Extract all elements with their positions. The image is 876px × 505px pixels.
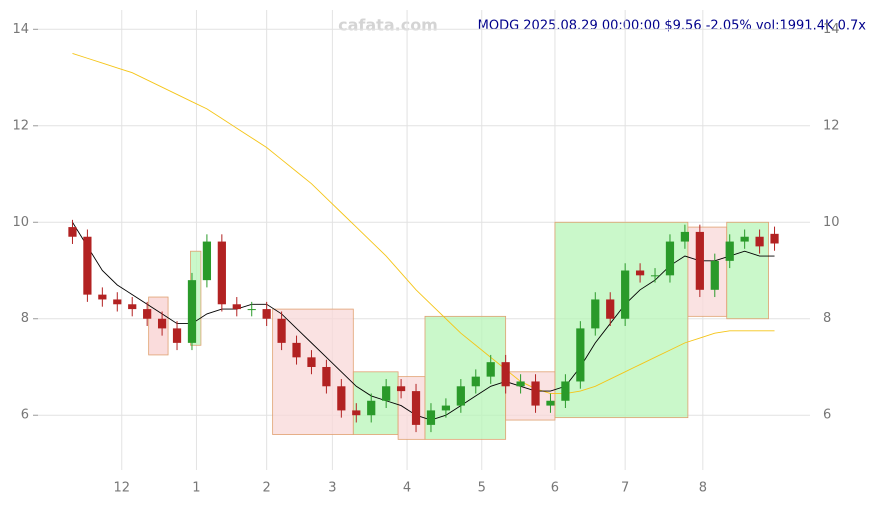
candle-body <box>83 236 92 295</box>
y-tick-label-right: 8 <box>823 311 831 326</box>
candle-body <box>426 410 436 425</box>
candle-body <box>322 366 331 387</box>
candle-body <box>411 391 421 425</box>
y-tick-label: 12 <box>12 118 29 133</box>
candle-body <box>396 386 406 392</box>
candle-body <box>68 227 77 237</box>
candle-body <box>591 299 600 329</box>
candle-body <box>352 410 361 416</box>
candle-body <box>576 328 585 382</box>
candle-body <box>665 241 675 276</box>
candle-body <box>755 236 764 247</box>
x-tick-label: 12 <box>113 481 130 496</box>
zone <box>554 221 689 419</box>
x-tick-label: 4 <box>403 481 411 496</box>
candle-body <box>172 328 182 343</box>
x-tick-label: 1 <box>192 481 200 496</box>
zone <box>505 371 556 421</box>
zone <box>397 376 426 440</box>
candle-body <box>367 400 376 416</box>
candle-body <box>157 318 167 329</box>
zone <box>687 226 728 317</box>
candle-body <box>546 400 555 406</box>
y-tick-label-right: 14 <box>823 22 840 37</box>
candle-body <box>202 241 212 281</box>
candle-body <box>531 381 540 406</box>
x-tick-label: 7 <box>621 481 629 496</box>
zone <box>424 315 507 440</box>
y-tick-label: 6 <box>21 408 29 423</box>
candle-body <box>441 405 451 411</box>
zone <box>352 371 399 435</box>
chart-title: MODG 2025.08.29 00:00:00 $9.56 -2.05% vo… <box>478 19 867 34</box>
candle-body <box>561 381 570 401</box>
y-tick-label: 8 <box>21 311 29 326</box>
candle-body <box>113 299 122 305</box>
candle-body <box>292 342 301 358</box>
x-tick-label: 5 <box>478 481 486 496</box>
candle-body <box>247 309 256 311</box>
candle-body <box>262 309 271 319</box>
candle-body <box>486 362 495 377</box>
candle-body <box>98 294 107 300</box>
candle-body <box>770 233 779 244</box>
candle-body <box>725 241 734 261</box>
candle-body <box>217 241 226 305</box>
candle-body <box>456 386 465 406</box>
zone <box>272 308 354 435</box>
y-tick-label: 14 <box>12 22 29 37</box>
candle-body <box>232 304 241 310</box>
candle-body <box>337 386 346 411</box>
candle-body <box>143 309 152 319</box>
candle-body <box>680 231 690 242</box>
candle-body <box>516 381 525 387</box>
candle-body <box>695 231 704 290</box>
x-tick-label: 8 <box>699 481 707 496</box>
candle-body <box>606 299 615 319</box>
y-tick-label-right: 10 <box>823 215 840 230</box>
x-tick-label: 6 <box>551 481 559 496</box>
candle-body <box>501 362 510 387</box>
moving-average <box>72 52 775 394</box>
candle-body <box>650 275 660 277</box>
y-tick-label-right: 12 <box>823 118 840 133</box>
candle-body <box>621 270 630 319</box>
y-tick-label: 10 <box>12 215 29 230</box>
candle-body <box>471 376 480 387</box>
x-tick-label: 2 <box>263 481 271 496</box>
candle-body <box>277 318 286 343</box>
candle-body <box>740 236 749 242</box>
y-tick-label-right: 6 <box>823 408 831 423</box>
candle-body <box>382 386 391 401</box>
candle-body <box>187 280 197 343</box>
candle-body <box>307 357 316 367</box>
candle-body <box>635 270 645 276</box>
candle-body <box>710 260 719 290</box>
x-tick-label: 3 <box>328 481 336 496</box>
watermark: cafata.com <box>338 16 438 35</box>
candle-body <box>128 304 137 310</box>
